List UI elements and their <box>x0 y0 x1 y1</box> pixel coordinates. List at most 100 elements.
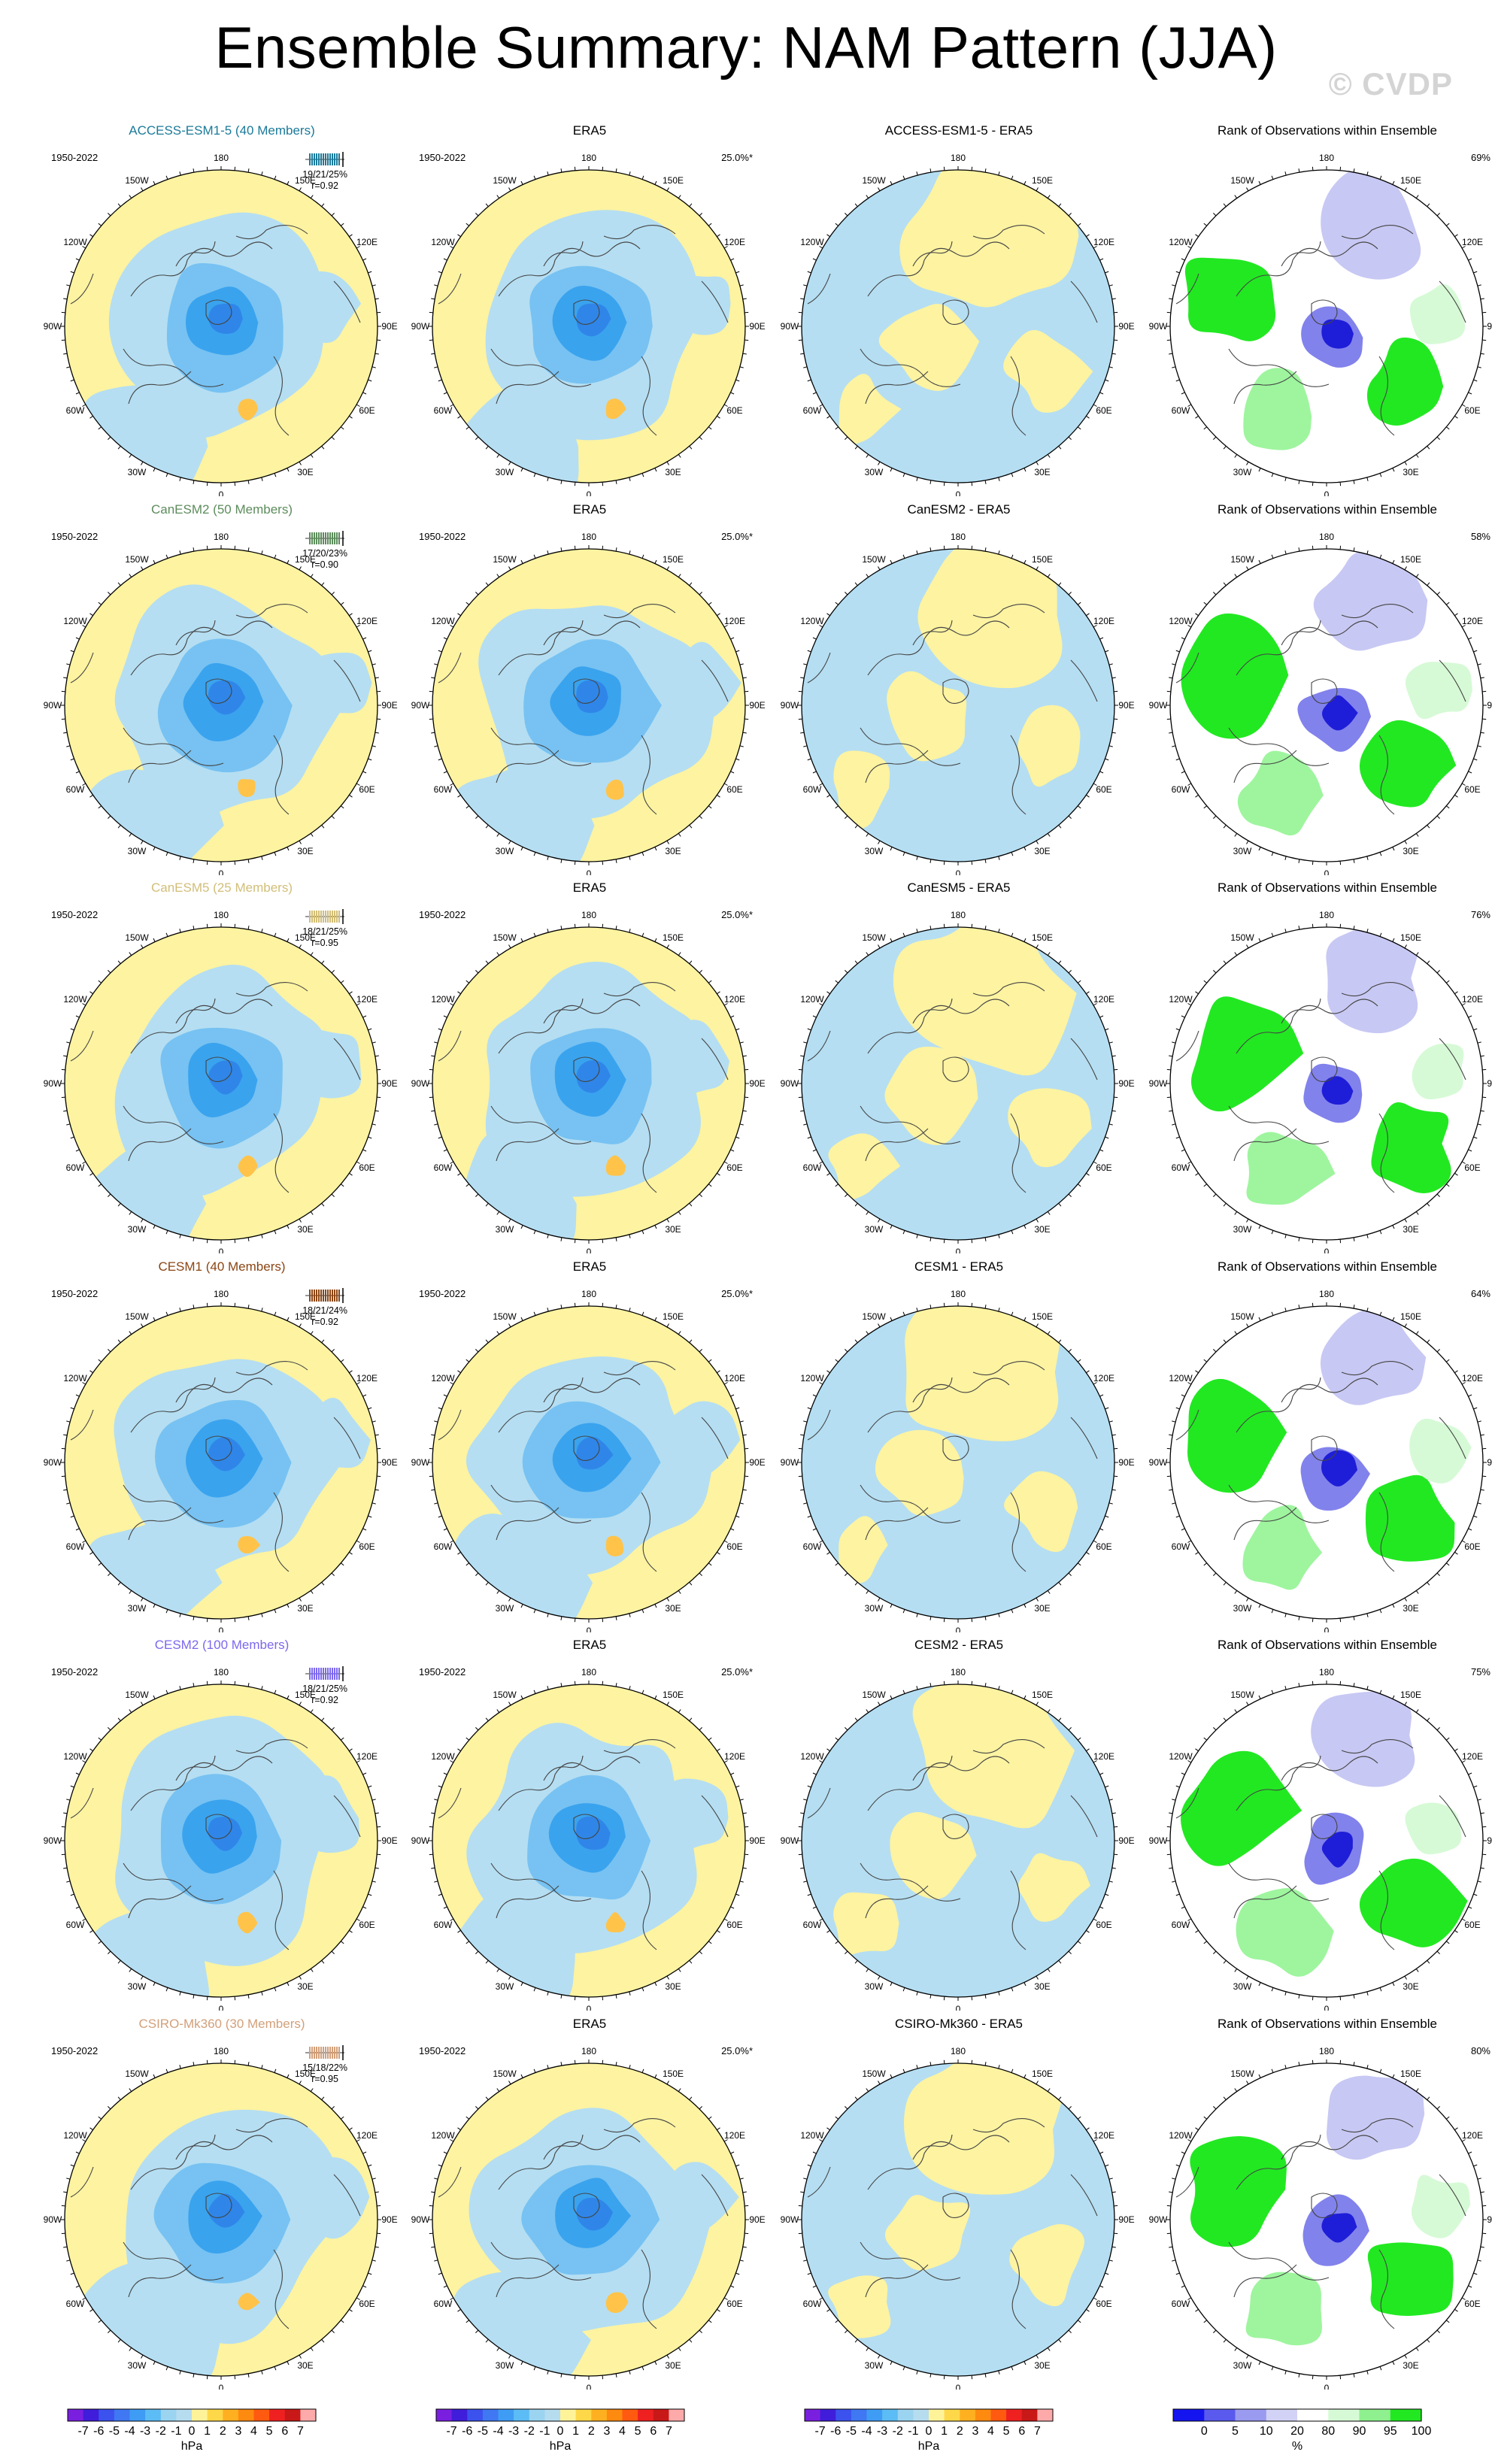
colorbar-swatch <box>1204 2409 1236 2421</box>
colorbar-tick-label: -7 <box>446 2425 456 2438</box>
colorbar-tick-label: -1 <box>908 2425 918 2438</box>
coastlines <box>807 225 1098 436</box>
colorbar-swatch <box>192 2409 208 2421</box>
lon-label: 180 <box>581 153 596 163</box>
lon-label: 90E <box>1118 1078 1134 1089</box>
lon-label: 120W <box>431 2130 455 2141</box>
lon-label: 0 <box>587 489 592 496</box>
period-label: 1950-2022 <box>419 909 466 920</box>
lon-label: 150W <box>125 932 149 943</box>
colorbar-swatch <box>467 2409 484 2421</box>
lon-label: 60W <box>1172 784 1190 795</box>
rank-panel: Rank of Observations within Ensemble 180 1… <box>1142 880 1492 1253</box>
lon-label: 120E <box>1093 994 1114 1005</box>
ensemble-stats: 15/18/22% r=0.95 <box>302 2044 347 2085</box>
colorbar-tick-label: -3 <box>140 2425 150 2438</box>
colorbar-tick-label: 3 <box>235 2425 241 2438</box>
lon-label: 30E <box>1034 2360 1050 2371</box>
obs-panel-title: ERA5 <box>572 1259 607 1274</box>
coastlines <box>1175 982 1466 1193</box>
colorbar-tick-label: -7 <box>814 2425 825 2438</box>
lon-label: 90E <box>749 700 765 711</box>
lon-label: 150E <box>1032 2068 1053 2079</box>
colorbar-units: hPa <box>918 2440 940 2453</box>
coastlines <box>70 1361 361 1572</box>
colorbar-tick-label: -4 <box>124 2425 135 2438</box>
colorbar-tick-label: 2 <box>220 2425 226 2438</box>
lon-label: 60W <box>1172 1541 1190 1552</box>
lon-label: 30W <box>128 467 147 477</box>
diff-panel-title: ACCESS-ESM1-5 - ERA5 <box>884 123 1033 138</box>
lon-label: 90E <box>749 1078 765 1089</box>
coastlines <box>1175 225 1466 436</box>
colorbar-swatch <box>960 2409 976 2421</box>
lon-label: 120W <box>800 1751 824 1762</box>
map-field <box>432 1306 745 1619</box>
lon-label: 0 <box>219 868 224 875</box>
lon-label: 60E <box>1464 784 1480 795</box>
colorbar-swatch <box>498 2409 514 2421</box>
lon-label: 30E <box>297 846 313 856</box>
lon-label: 180 <box>214 2046 229 2056</box>
rank-percent: 58% <box>1470 531 1490 542</box>
lon-label: 60W <box>434 1541 453 1552</box>
lon-label: 60W <box>434 784 453 795</box>
colorbar-tick-label: 6 <box>281 2425 288 2438</box>
lon-label: 180 <box>581 910 596 920</box>
rank-panel-title: Rank of Observations within Ensemble <box>1218 1259 1437 1274</box>
lon-label: 0 <box>956 1247 961 1253</box>
ensemble-range: 18/21/25% <box>302 1684 347 1694</box>
period-label: 1950-2022 <box>419 531 466 542</box>
period-label: 1950-2022 <box>419 1666 466 1678</box>
model-panel: ACCESS-ESM1-5 (40 Members) 180 150E 120E 90E… <box>36 123 408 496</box>
lon-label: 150W <box>862 932 886 943</box>
map-field <box>65 549 378 862</box>
lon-label: 60E <box>1096 1541 1111 1552</box>
lon-label: 30E <box>297 1981 313 1992</box>
pattern-correlation: r=0.92 <box>311 1695 338 1705</box>
lon-label: 90W <box>411 1835 430 1846</box>
colorbar-tick-label: -5 <box>109 2425 120 2438</box>
map-field <box>802 2063 1114 2376</box>
colorbar-swatch <box>436 2409 453 2421</box>
member-rug-icon <box>305 1288 345 1303</box>
lon-label: 90W <box>44 2214 62 2225</box>
lon-label: 180 <box>951 910 966 920</box>
rank-map: 180 150E 120E 90E 60E 30E 0 30W 60W 90W 120W 150W <box>1149 910 1492 1253</box>
main-title: Ensemble Summary: NAM Pattern (JJA) <box>214 14 1278 80</box>
coastlines <box>438 1739 729 1950</box>
lon-label: 150W <box>862 175 886 186</box>
colorbar-swatch <box>622 2409 638 2421</box>
lon-label: 60E <box>1464 2299 1480 2309</box>
colorbar-swatch <box>1359 2409 1391 2421</box>
lon-label: 120E <box>1462 2130 1483 2141</box>
period-label: 1950-2022 <box>51 1666 99 1678</box>
lon-label: 90W <box>1149 1835 1168 1846</box>
lon-label: 30W <box>496 2360 514 2371</box>
lon-label: 120E <box>1093 616 1114 626</box>
colorbar-tick-label: 5 <box>635 2425 641 2438</box>
lon-label: 30W <box>1233 467 1252 477</box>
lon-label: 30W <box>1233 1981 1252 1992</box>
rank-panel: Rank of Observations within Ensemble 180 1… <box>1142 123 1492 496</box>
colorbar-swatch <box>544 2409 561 2421</box>
lon-label: 60E <box>726 1541 742 1552</box>
lon-label: 60W <box>1172 1162 1190 1173</box>
colorbar-tick-label: -1 <box>171 2425 181 2438</box>
colorbar-swatch <box>160 2409 177 2421</box>
diff-panel-title: CanESM2 - ERA5 <box>907 502 1011 517</box>
explained-variance: 25.0%* <box>721 909 753 920</box>
lon-label: 90W <box>411 700 430 711</box>
lon-label: 90E <box>1118 700 1134 711</box>
colorbar-tick-label: 5 <box>266 2425 273 2438</box>
colorbar-swatch <box>300 2409 317 2421</box>
colorbar-swatch <box>145 2409 162 2421</box>
colorbar-swatch <box>638 2409 654 2421</box>
colorbar-tick-label: 6 <box>650 2425 657 2438</box>
lon-label: 60W <box>1172 1920 1190 1930</box>
colorbar-tick-label: -6 <box>462 2425 472 2438</box>
colorbar-tick-label: 80 <box>1321 2425 1335 2438</box>
lon-label: 60E <box>1096 1162 1111 1173</box>
coastlines <box>438 225 729 436</box>
rank-percent: 64% <box>1470 1288 1490 1299</box>
